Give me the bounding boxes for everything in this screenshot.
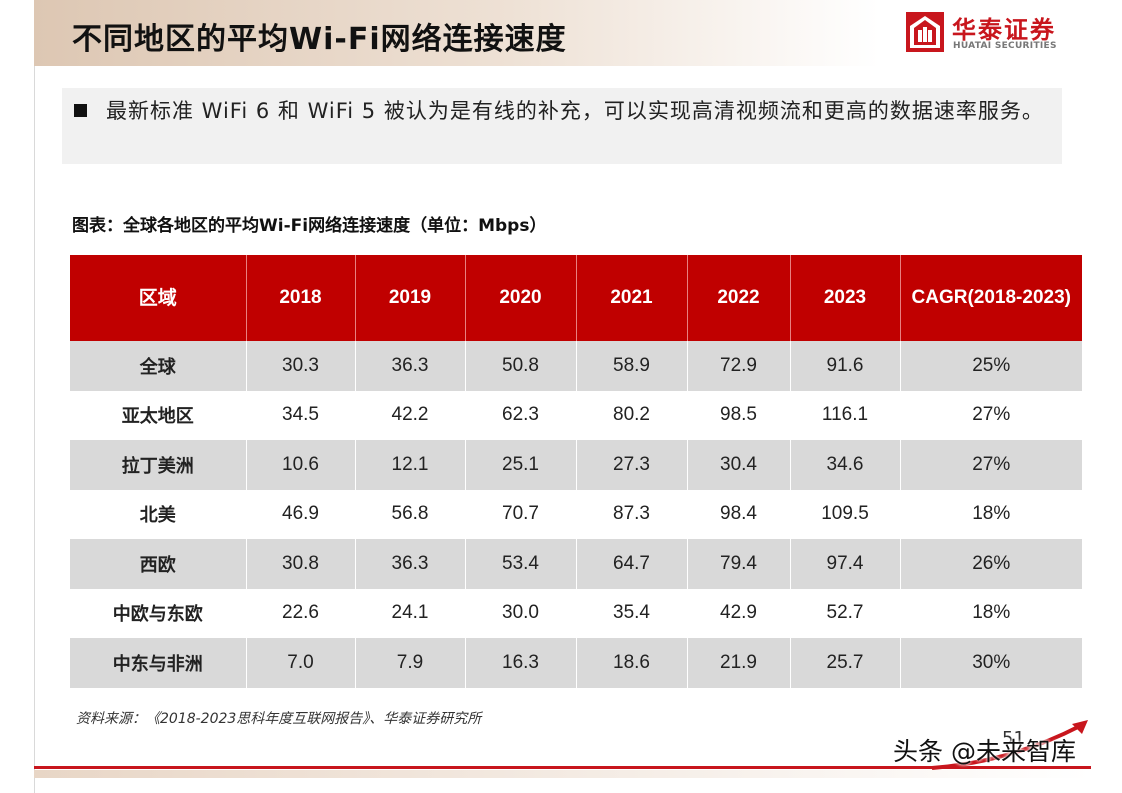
table-caption: 图表：全球各地区的平均Wi-Fi网络连接速度（单位：Mbps）: [72, 216, 547, 236]
bullet-text: 最新标准 WiFi 6 和 WiFi 5 被认为是有线的补充，可以实现高清视频流…: [106, 99, 1044, 123]
bottom-gradient-bar: [34, 770, 1091, 778]
column-header: 2020: [465, 255, 577, 341]
region-cell: 拉丁美洲: [70, 440, 247, 490]
column-header: 2018: [246, 255, 356, 341]
column-header: 区域: [70, 255, 247, 341]
value-cell: 25.7: [790, 638, 901, 688]
value-cell: 98.5: [687, 390, 791, 440]
value-cell: 46.9: [246, 489, 356, 539]
logo-english-name: HUATAI SECURITIES: [953, 41, 1057, 51]
value-cell: 10.6: [246, 440, 356, 490]
bullet-box: 最新标准 WiFi 6 和 WiFi 5 被认为是有线的补充，可以实现高清视频流…: [62, 88, 1062, 164]
value-cell: 36.3: [355, 539, 466, 589]
value-cell: 26%: [900, 539, 1082, 589]
watermark: 头条 @未来智库: [893, 737, 1076, 766]
column-header: CAGR(2018-2023): [900, 255, 1082, 341]
value-cell: 56.8: [355, 489, 466, 539]
value-cell: 42.9: [687, 588, 791, 638]
table-row: 西欧 30.8 36.3 53.4 64.7 79.4 97.4 26%: [70, 539, 1082, 589]
value-cell: 109.5: [790, 489, 901, 539]
value-cell: 34.6: [790, 440, 901, 490]
value-cell: 53.4: [465, 539, 577, 589]
value-cell: 30.8: [246, 539, 356, 589]
value-cell: 87.3: [576, 489, 688, 539]
value-cell: 116.1: [790, 390, 901, 440]
value-cell: 79.4: [687, 539, 791, 589]
value-cell: 18%: [900, 489, 1082, 539]
value-cell: 34.5: [246, 390, 356, 440]
value-cell: 62.3: [465, 390, 577, 440]
value-cell: 18.6: [576, 638, 688, 688]
speed-table: 区域 2018 2019 2020 2021 2022 2023 CAGR(20…: [70, 255, 1082, 688]
source-note: 资料来源：《2018-2023思科年度互联网报告》、华泰证券研究所: [76, 711, 482, 727]
bullet-square-icon: [74, 104, 87, 117]
table-row: 中东与非洲 7.0 7.9 16.3 18.6 21.9 25.7 30%: [70, 638, 1082, 688]
value-cell: 30.0: [465, 588, 577, 638]
region-cell: 全球: [70, 341, 247, 391]
value-cell: 22.6: [246, 588, 356, 638]
value-cell: 27%: [900, 390, 1082, 440]
value-cell: 27%: [900, 440, 1082, 490]
bottom-red-line: [34, 766, 1091, 769]
company-logo: 华泰证券 HUATAI SECURITIES: [906, 12, 1076, 56]
value-cell: 30.3: [246, 341, 356, 391]
value-cell: 35.4: [576, 588, 688, 638]
value-cell: 16.3: [465, 638, 577, 688]
value-cell: 52.7: [790, 588, 901, 638]
value-cell: 7.0: [246, 638, 356, 688]
column-header: 2021: [576, 255, 688, 341]
left-rule: [34, 0, 35, 793]
page-title: 不同地区的平均Wi-Fi网络连接速度: [72, 22, 567, 57]
region-cell: 北美: [70, 489, 247, 539]
column-header: 2019: [355, 255, 466, 341]
table-header-row: 区域 2018 2019 2020 2021 2022 2023 CAGR(20…: [70, 255, 1082, 341]
column-header: 2023: [790, 255, 901, 341]
value-cell: 91.6: [790, 341, 901, 391]
value-cell: 27.3: [576, 440, 688, 490]
value-cell: 50.8: [465, 341, 577, 391]
table-row: 全球 30.3 36.3 50.8 58.9 72.9 91.6 25%: [70, 341, 1082, 391]
logo-chinese-name: 华泰证券: [952, 16, 1056, 44]
region-cell: 亚太地区: [70, 390, 247, 440]
value-cell: 7.9: [355, 638, 466, 688]
value-cell: 30.4: [687, 440, 791, 490]
column-header: 2022: [687, 255, 791, 341]
page-number: 51: [1002, 728, 1025, 749]
value-cell: 25.1: [465, 440, 577, 490]
table-row: 北美 46.9 56.8 70.7 87.3 98.4 109.5 18%: [70, 489, 1082, 539]
region-cell: 中欧与东欧: [70, 588, 247, 638]
value-cell: 25%: [900, 341, 1082, 391]
value-cell: 12.1: [355, 440, 466, 490]
table-row: 亚太地区 34.5 42.2 62.3 80.2 98.5 116.1 27%: [70, 390, 1082, 440]
region-cell: 中东与非洲: [70, 638, 247, 688]
value-cell: 64.7: [576, 539, 688, 589]
value-cell: 30%: [900, 638, 1082, 688]
value-cell: 24.1: [355, 588, 466, 638]
value-cell: 21.9: [687, 638, 791, 688]
value-cell: 98.4: [687, 489, 791, 539]
title-bar: 不同地区的平均Wi-Fi网络连接速度 华泰证券 HUATAI SECURITIE…: [34, 0, 1091, 66]
value-cell: 72.9: [687, 341, 791, 391]
value-cell: 42.2: [355, 390, 466, 440]
value-cell: 80.2: [576, 390, 688, 440]
region-cell: 西欧: [70, 539, 247, 589]
table-row: 拉丁美洲 10.6 12.1 25.1 27.3 30.4 34.6 27%: [70, 440, 1082, 490]
value-cell: 18%: [900, 588, 1082, 638]
table-body: 全球 30.3 36.3 50.8 58.9 72.9 91.6 25% 亚太地区 34.5 42.…: [70, 341, 1082, 688]
value-cell: 70.7: [465, 489, 577, 539]
huatai-logo-icon: [906, 12, 944, 52]
value-cell: 36.3: [355, 341, 466, 391]
value-cell: 58.9: [576, 341, 688, 391]
value-cell: 97.4: [790, 539, 901, 589]
table-row: 中欧与东欧 22.6 24.1 30.0 35.4 42.9 52.7 18%: [70, 588, 1082, 638]
